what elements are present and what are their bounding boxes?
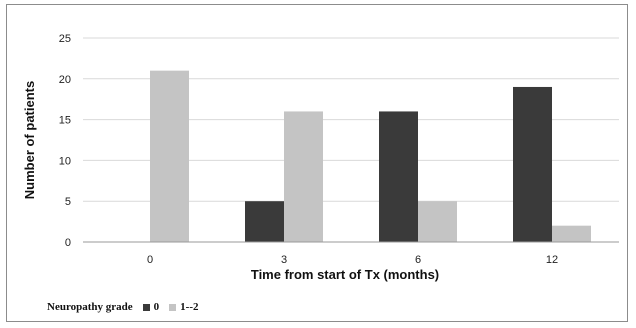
y-tick-label-5: 5 [65,196,71,208]
y-tick-label-15: 15 [59,115,71,127]
x-tick-label-0: 0 [147,254,153,266]
y-tick-label-0: 0 [65,237,71,249]
x-tick-labels: 0 3 6 12 [147,254,558,266]
x-tick-label-12: 12 [546,254,558,266]
bar-chart: 0 5 10 15 20 25 0 3 6 12 Number of patients Time… [22,33,619,282]
bar-grade-1-2-month-3 [284,111,323,242]
x-tick-label-3: 3 [281,254,287,266]
legend-label-grade-1-2: 1--2 [180,301,199,313]
x-tick-label-6: 6 [415,254,421,266]
legend-item-grade-0: 0 [142,301,160,313]
legend-title: Neuropathy grade [47,301,133,313]
legend: Neuropathy grade 0 1--2 [47,301,209,313]
bar-grade-1-2-month-12 [552,225,591,242]
bar-grade-0-month-12 [513,86,552,243]
bar-grade-0-month-3 [245,201,284,242]
legend-swatch-grade-1-2 [169,303,177,311]
legend-item-grade-1-2: 1--2 [169,301,199,313]
bar-grade-0-month-6 [379,111,418,242]
bars [150,70,591,243]
legend-label-grade-0: 0 [153,301,160,313]
y-tick-label-20: 20 [59,74,71,86]
bar-grade-1-2-month-6 [418,201,457,242]
y-tick-labels: 0 5 10 15 20 25 [59,33,71,249]
chart-frame: 0 5 10 15 20 25 0 3 6 12 Number of patients Time… [6,4,628,322]
y-axis-title: Number of patients [22,81,37,199]
y-tick-label-25: 25 [59,33,71,45]
legend-swatch-grade-0 [142,303,150,311]
x-axis-title: Time from start of Tx (months) [251,267,439,282]
y-tick-label-10: 10 [59,155,71,167]
bar-grade-1-2-month-0 [150,70,189,242]
